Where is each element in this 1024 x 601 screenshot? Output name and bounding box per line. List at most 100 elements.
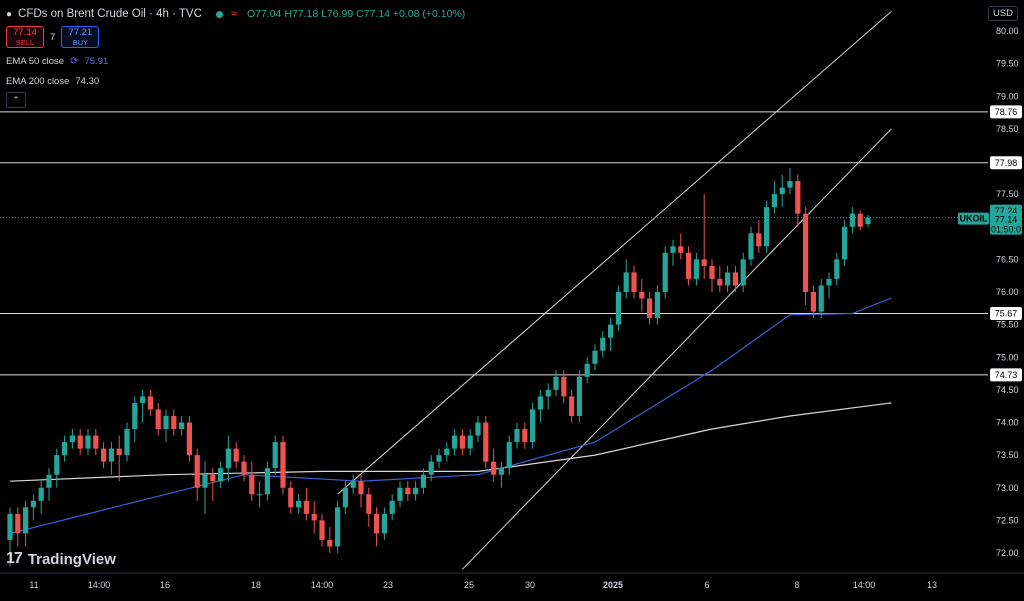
candle-body — [670, 246, 676, 253]
price-axis-bg — [988, 0, 1024, 601]
candles — [7, 168, 871, 567]
ema50-label: EMA 50 close — [6, 55, 65, 67]
level-badge-bg — [990, 368, 1022, 382]
ticker-tag: UKOIL — [960, 214, 989, 224]
candle-body — [631, 272, 637, 292]
time-tick-label: 8 — [794, 580, 799, 590]
candle-body — [30, 500, 36, 508]
ohlc-open: O77.04 — [246, 8, 282, 20]
logo-text: TradingView — [27, 550, 116, 568]
candle-body — [452, 435, 458, 449]
candle-body — [678, 246, 684, 253]
candle-body — [171, 415, 177, 430]
currency-label[interactable]: USD — [987, 6, 1018, 21]
price-tick-label: 74.00 — [996, 418, 1019, 428]
candle-body — [218, 468, 224, 482]
candle-body — [803, 213, 809, 292]
price-tick-label: 72.50 — [996, 515, 1019, 525]
chevron-up-icon[interactable]: ⌃ — [6, 92, 26, 108]
candle-body — [7, 513, 13, 540]
candle-body — [69, 435, 75, 443]
candle-body — [600, 337, 606, 351]
price-tick-label: 73.50 — [996, 450, 1019, 460]
candle-body — [545, 389, 551, 397]
ema200-value: 74.30 — [75, 75, 100, 87]
candle-body — [225, 448, 231, 469]
candle-body — [771, 194, 777, 208]
candle-body — [654, 292, 660, 319]
candle-body — [179, 422, 185, 430]
candle-body — [459, 435, 465, 449]
price-tick-label: 75.00 — [996, 352, 1019, 362]
price-tick-label: 72.00 — [996, 548, 1019, 558]
candle-body — [498, 468, 504, 475]
indicator-ema50[interactable]: EMA 50 close ⟳ 75.91 — [6, 54, 465, 68]
price-axis[interactable]: 80.0079.5079.0078.5078.0077.5077.0076.50… — [988, 0, 1024, 601]
candle-body — [303, 500, 309, 514]
ohlc-close: C77.14 — [356, 8, 390, 20]
sell-button[interactable]: 77.14 SELL — [6, 26, 44, 48]
symbol-title[interactable]: CFDs on Brent Crude Oil · 4h · TVC — [18, 8, 202, 20]
candle-body — [350, 481, 356, 488]
price-tick-label: 77.50 — [996, 189, 1019, 199]
trend-channel — [337, 11, 892, 570]
candle-body — [764, 207, 770, 247]
indicator-ema200[interactable]: EMA 200 close 74.30 — [6, 74, 465, 88]
ohlc-low: L76.99 — [321, 8, 354, 20]
candle-body — [725, 272, 731, 286]
level-badge: 78.76 — [995, 107, 1018, 117]
candle-body — [849, 213, 855, 227]
candle-body — [623, 272, 629, 292]
time-axis[interactable]: 11 14:00 16 18 14:00 23 25 30 2025 6 8 14:00 13 — [0, 572, 1024, 590]
channel-upper-line — [337, 11, 892, 495]
current-price-badge-bg — [990, 212, 1022, 235]
candle-body — [272, 442, 278, 469]
candle-body — [584, 363, 590, 377]
market-open-dot-icon — [215, 10, 223, 18]
candle-body — [116, 448, 122, 456]
candle-body — [436, 455, 442, 462]
candle-body — [826, 278, 832, 286]
candle-body — [561, 376, 567, 397]
candle-body — [537, 396, 543, 410]
price-tick-label: 79.50 — [996, 59, 1019, 69]
candle-body — [194, 455, 200, 488]
candle-body — [155, 409, 161, 430]
candle-body — [576, 376, 582, 416]
candle-body — [709, 265, 715, 279]
price-tick-label: 73.00 — [996, 483, 1019, 493]
candle-body — [249, 474, 255, 495]
candle-body — [163, 415, 169, 430]
countdown-badge: 01:50:0 — [991, 225, 1021, 235]
time-tick-label: 14:00 — [311, 580, 334, 590]
candle-body — [54, 455, 60, 475]
candle-body — [506, 442, 512, 469]
candle-body — [288, 487, 294, 508]
candle-body — [140, 396, 146, 403]
ema200-line — [9, 402, 892, 482]
candle-body — [693, 259, 699, 279]
candle-body — [608, 324, 614, 338]
level-badge-bg — [990, 105, 1022, 119]
ticker-tag-bg — [958, 212, 989, 225]
wave-icon: ≈ — [230, 8, 237, 20]
candle-body — [210, 474, 216, 482]
price-tick-label: 74.50 — [996, 385, 1019, 395]
candle-body — [186, 422, 192, 456]
candle-body — [857, 213, 863, 227]
price-tick-label: 80.00 — [996, 26, 1019, 36]
candle-body — [374, 513, 380, 534]
candle-body — [93, 435, 99, 449]
ohlc-high: H77.18 — [284, 8, 319, 20]
buy-button[interactable]: 77.21 BUY — [61, 26, 100, 48]
candle-body — [818, 285, 824, 312]
candle-body — [865, 217, 871, 225]
candle-body — [795, 181, 801, 214]
candle-body — [280, 442, 286, 488]
high-badge: 77.24 — [995, 206, 1018, 216]
candle-body — [810, 292, 816, 312]
time-tick-label: 13 — [927, 580, 937, 590]
candle-body — [787, 181, 793, 188]
current-price-badge: 77.14 — [995, 215, 1018, 225]
